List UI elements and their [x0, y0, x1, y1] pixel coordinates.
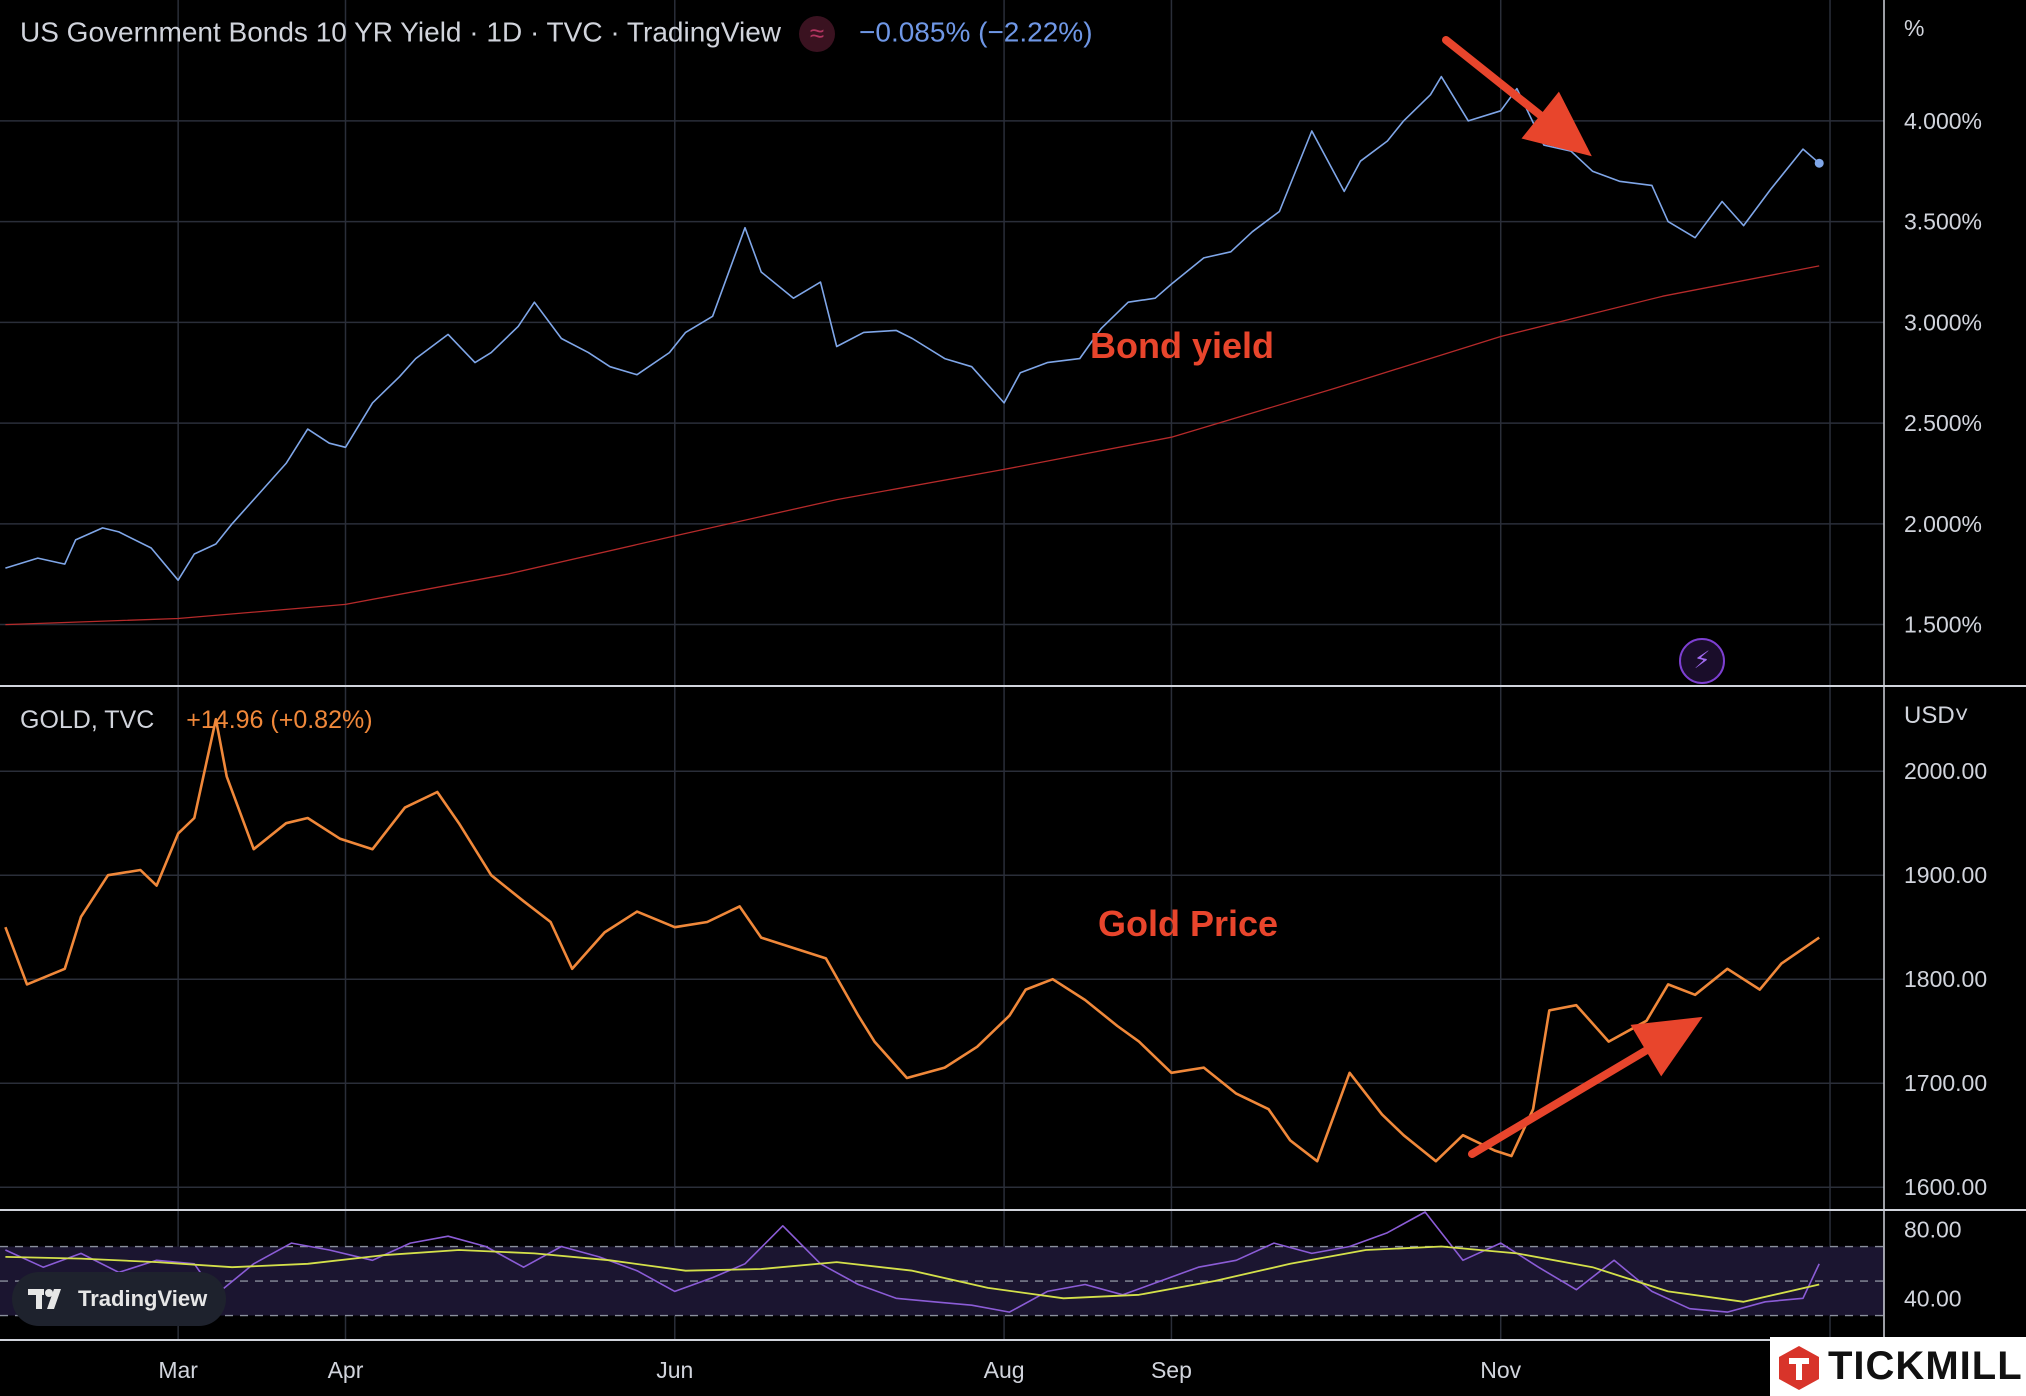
bond-series-line-1[interactable] [5, 75, 1820, 582]
rsi-band [0, 1246, 1884, 1316]
time-axis[interactable]: MarAprJunAugSepNov2023 [158, 1354, 1859, 1384]
rsi-y-tick-label: 40.00 [1904, 1285, 1962, 1311]
bond-legend-title: US Government Bonds 10 YR Yield · 1D · T… [20, 16, 782, 48]
x-tick-label[interactable]: Nov [1480, 1357, 1521, 1383]
x-tick-label[interactable]: Mar [158, 1357, 198, 1383]
annotations: Bond yield Gold Price [1090, 36, 1703, 1158]
bond-y-tick-label: 3.000% [1904, 309, 1982, 335]
bond-y-tick-label: 2.000% [1904, 511, 1982, 537]
gold-y-tick-label: 1700.00 [1904, 1070, 1987, 1096]
gold-price-annotation: Gold Price [1098, 903, 1278, 944]
x-tick-label[interactable]: Apr [328, 1357, 364, 1383]
wave-icon[interactable]: ≈ [799, 16, 836, 52]
tradingview-label: TradingView [78, 1286, 208, 1311]
x-tick-label[interactable]: Aug [984, 1357, 1025, 1383]
down-arrow-head [1521, 91, 1592, 157]
rsi-y-tick-label: 80.00 [1904, 1216, 1962, 1242]
x-tick-label[interactable]: Jun [656, 1357, 693, 1383]
gold-series-line-1[interactable] [4, 717, 1820, 1163]
tickmill-label: TICKMILL [1828, 1344, 2023, 1388]
percent-unit-label: % [1904, 15, 1924, 41]
tickmill-logo: TICKMILL [1770, 1337, 2026, 1396]
gold-y-tick-label: 1900.00 [1904, 862, 1987, 888]
rsi-series-line-2[interactable] [5, 1245, 1820, 1303]
bond-yield-annotation: Bond yield [1090, 325, 1274, 366]
tickmill-icon [1779, 1345, 1819, 1390]
tradingview-icon [28, 1289, 61, 1309]
gold-change: +14.96 (+0.82%) [186, 706, 373, 734]
rsi-pane[interactable] [5, 1211, 1820, 1313]
tradingview-logo[interactable]: TradingView [12, 1272, 226, 1326]
bond-last-value-marker [1814, 158, 1824, 168]
gold-y-tick-label: 1600.00 [1904, 1174, 1987, 1200]
bond-series-line-2[interactable] [5, 265, 1820, 626]
bond-y-tick-label: 2.500% [1904, 410, 1982, 436]
bond-y-tick-label: 4.000% [1904, 108, 1982, 134]
bond-yield-pane[interactable] [5, 75, 1824, 626]
rsi-series-line-1[interactable] [5, 1211, 1820, 1313]
gold-legend-title: GOLD, TVC [20, 706, 155, 734]
grid-lines [0, 0, 1884, 1340]
x-tick-label[interactable]: Sep [1151, 1357, 1192, 1383]
bond-y-tick-label: 1.500% [1904, 612, 1982, 638]
bond-legend[interactable]: US Government Bonds 10 YR Yield · 1D · T… [20, 16, 1093, 52]
gold-price-pane[interactable] [4, 717, 1820, 1163]
bond-change: −0.085% (−2.22%) [859, 16, 1093, 48]
gold-legend[interactable]: GOLD, TVC +14.96 (+0.82%) [20, 706, 373, 735]
currency-selector[interactable]: USD˅ [1904, 702, 1969, 729]
price-axes: 1.500% 2.000% 2.500% 3.000% 3.500% 4.000% 1600… [0, 0, 2026, 1341]
up-arrow-head [1630, 1016, 1703, 1077]
bond-y-tick-label: 3.500% [1904, 209, 1982, 235]
lightning-icon[interactable]: ⚡ [1679, 638, 1725, 684]
gold-y-tick-label: 2000.00 [1904, 758, 1987, 784]
gold-y-tick-label: 1800.00 [1904, 966, 1987, 992]
